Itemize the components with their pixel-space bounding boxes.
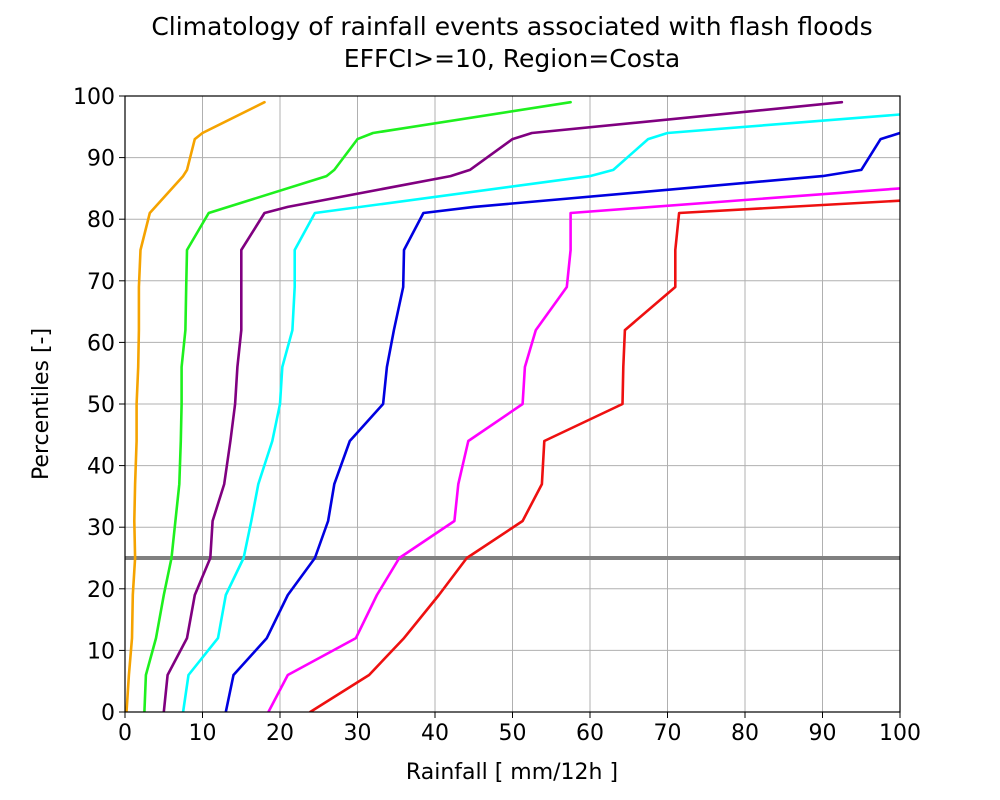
series-line-1 bbox=[125, 100, 266, 712]
x-axis-label: Rainfall [ mm/12h ] bbox=[406, 760, 618, 785]
tick-layer: 0 10 20 30 40 50 60 70 80 90 100 0 10 20 30 40 50 60 70 80 9… bbox=[73, 85, 921, 746]
series-line-2 bbox=[143, 100, 572, 712]
x-tick-label-4: 40 bbox=[421, 721, 449, 746]
x-tick-label-3: 30 bbox=[344, 721, 372, 746]
x-tick-label-5: 50 bbox=[499, 721, 527, 746]
series-line-3 bbox=[162, 100, 844, 712]
y-axis-label: Percentiles [-] bbox=[29, 328, 54, 480]
x-tick-label-2: 20 bbox=[266, 721, 294, 746]
y-tick-label-6: 60 bbox=[87, 331, 115, 356]
series-layer bbox=[125, 100, 900, 712]
chart-title-line-1: Climatology of rainfall events associate… bbox=[151, 12, 872, 41]
series-line-7 bbox=[308, 199, 900, 712]
x-tick-label-10: 100 bbox=[879, 721, 921, 746]
series-line-4 bbox=[181, 113, 900, 712]
chart-title-line-2: EFFCI>=10, Region=Costa bbox=[344, 44, 680, 73]
series-line-5 bbox=[224, 131, 900, 712]
y-tick-label-8: 80 bbox=[87, 208, 115, 233]
y-tick-label-0: 0 bbox=[101, 701, 115, 726]
y-tick-label-4: 40 bbox=[87, 455, 115, 480]
x-tick-label-1: 10 bbox=[189, 721, 217, 746]
x-tick-label-0: 0 bbox=[118, 721, 132, 746]
x-tick-label-8: 80 bbox=[731, 721, 759, 746]
y-tick-label-3: 30 bbox=[87, 516, 115, 541]
y-tick-label-9: 90 bbox=[87, 147, 115, 172]
y-tick-label-10: 100 bbox=[73, 85, 115, 110]
x-tick-label-9: 90 bbox=[809, 721, 837, 746]
y-tick-label-1: 10 bbox=[87, 639, 115, 664]
x-tick-label-6: 60 bbox=[576, 721, 604, 746]
x-tick-label-7: 70 bbox=[654, 721, 682, 746]
y-tick-label-7: 70 bbox=[87, 270, 115, 295]
y-tick-label-2: 20 bbox=[87, 578, 115, 603]
y-tick-label-5: 50 bbox=[87, 393, 115, 418]
series-line-6 bbox=[267, 187, 900, 712]
